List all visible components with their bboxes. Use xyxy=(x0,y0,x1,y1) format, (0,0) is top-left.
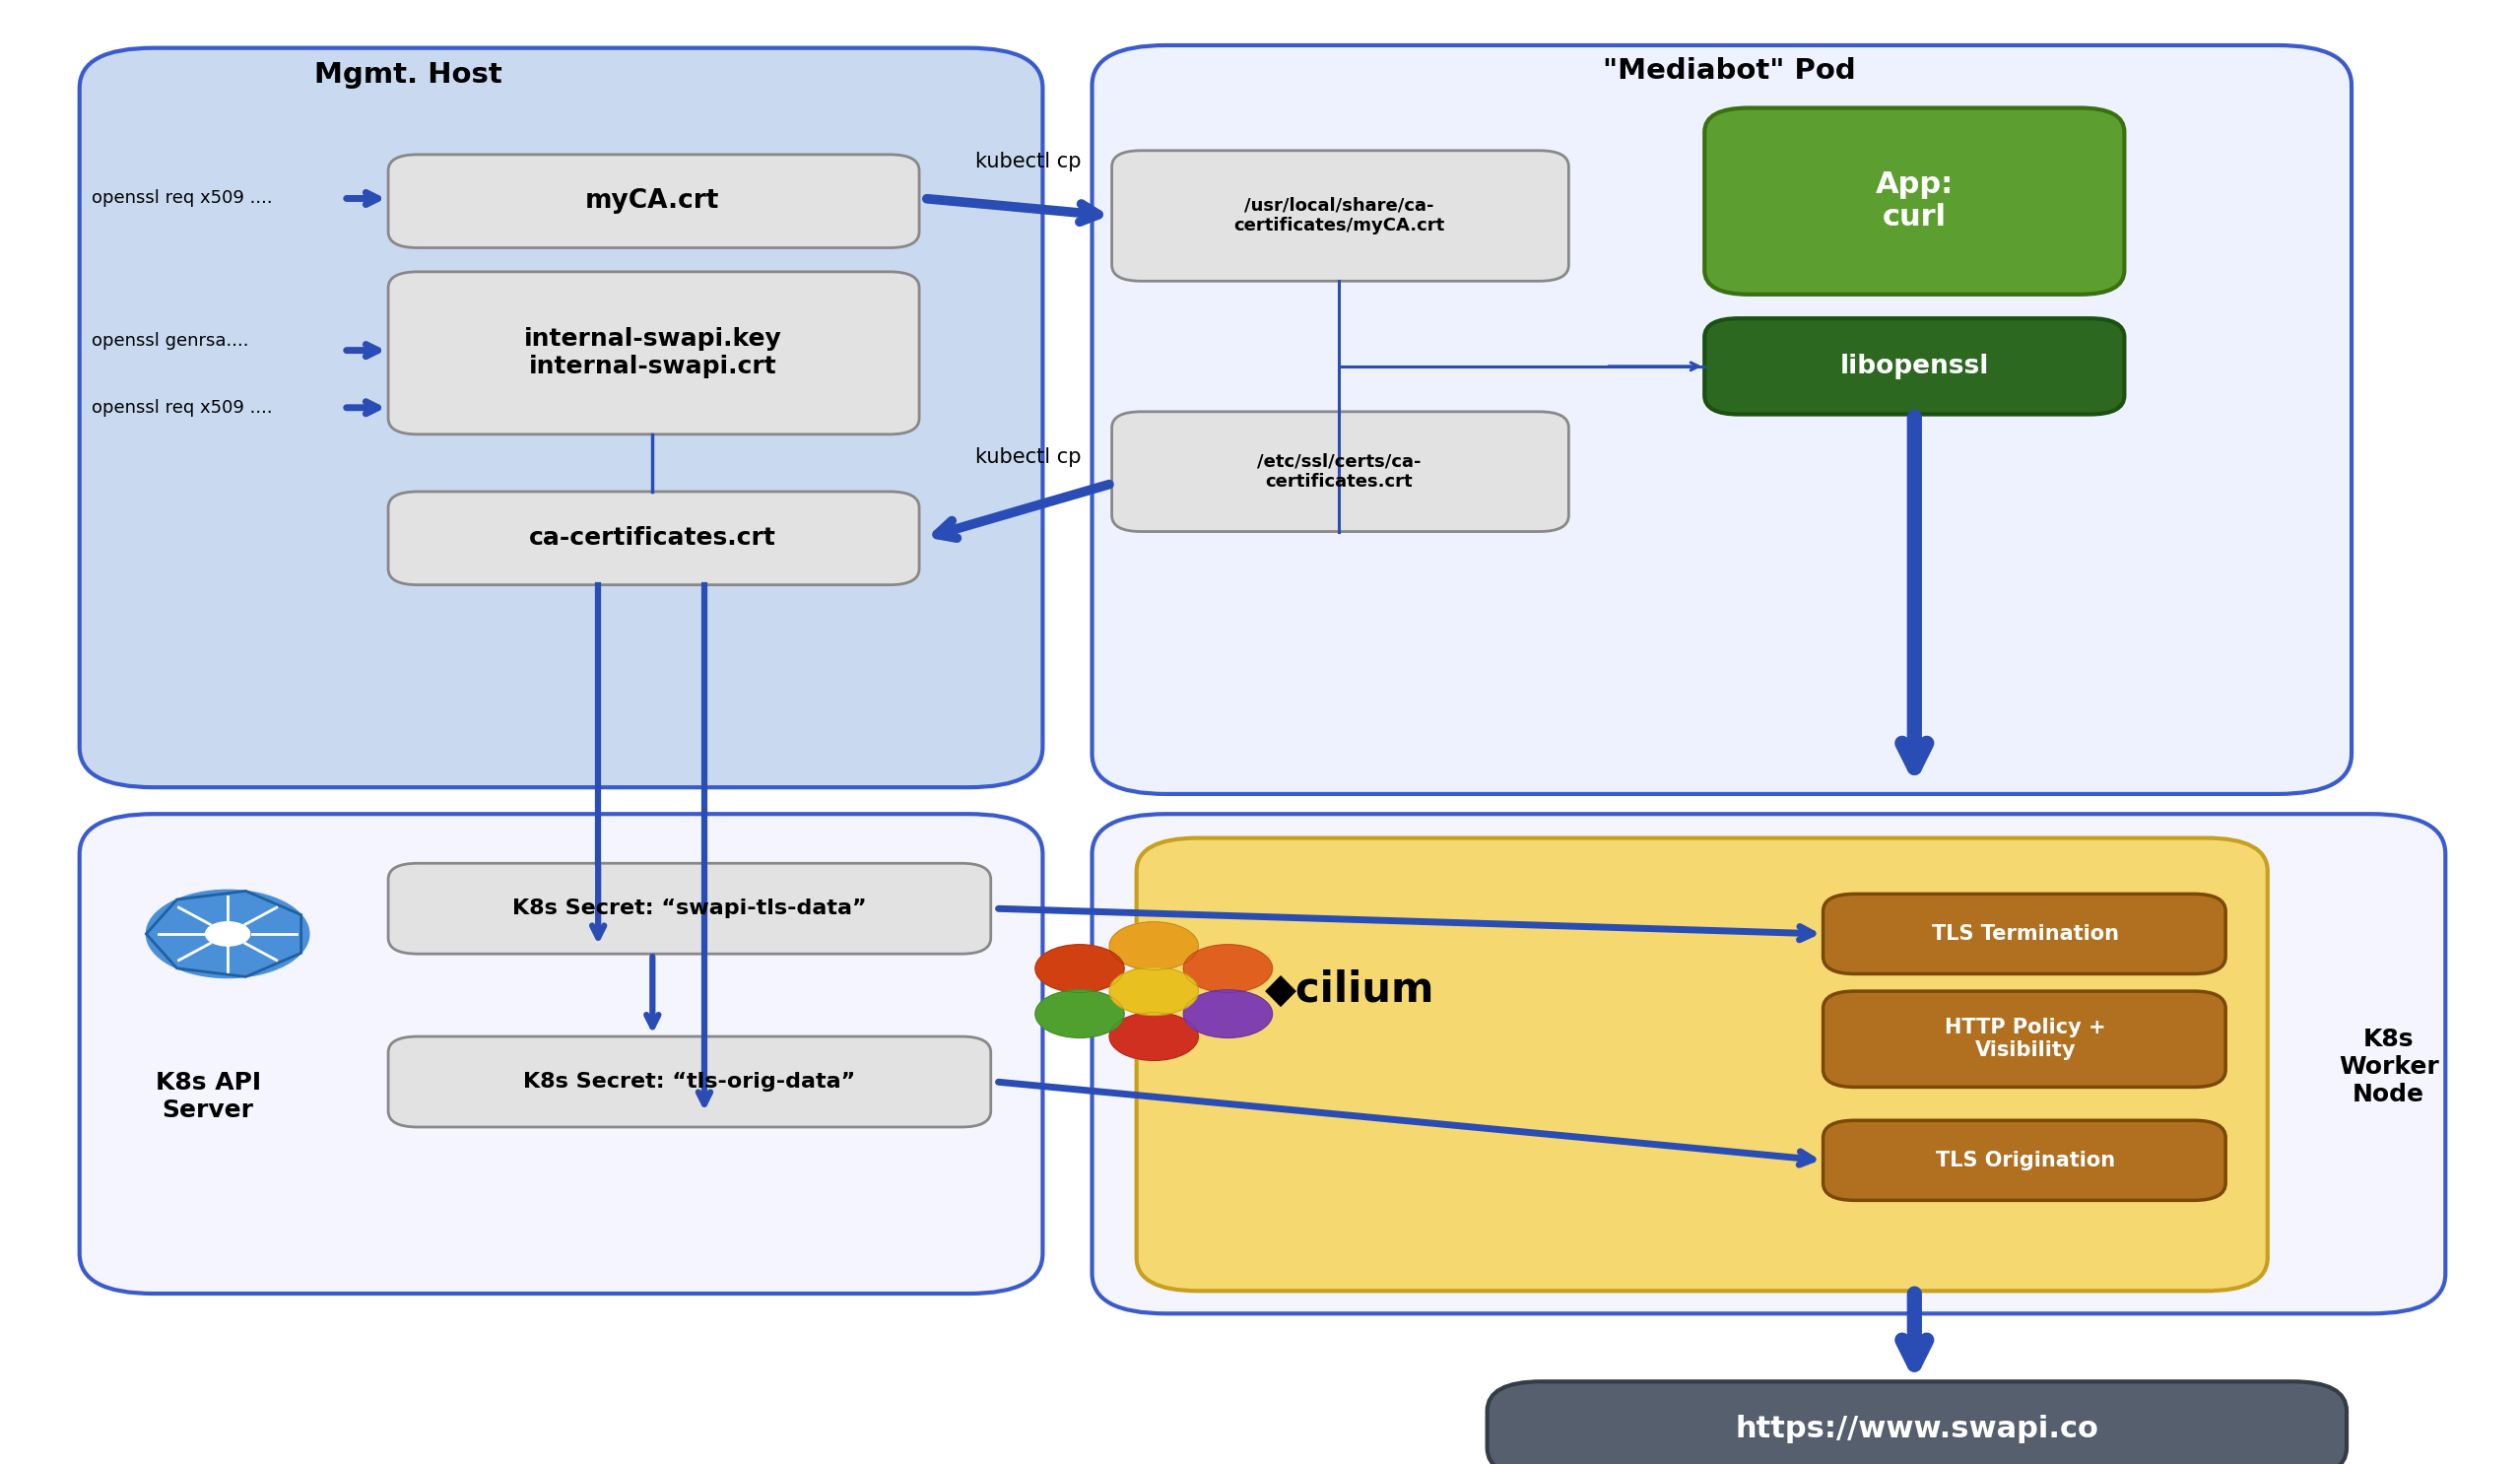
Circle shape xyxy=(1109,1013,1200,1060)
FancyBboxPatch shape xyxy=(1822,991,2225,1088)
Text: App:
curl: App: curl xyxy=(1875,170,1953,231)
Text: TLS Termination: TLS Termination xyxy=(1933,924,2119,944)
Text: Mgmt. Host: Mgmt. Host xyxy=(315,61,501,88)
FancyBboxPatch shape xyxy=(388,1037,990,1127)
Text: ca-certificates.crt: ca-certificates.crt xyxy=(529,527,776,550)
FancyBboxPatch shape xyxy=(388,155,920,247)
FancyBboxPatch shape xyxy=(388,492,920,584)
Text: "Mediabot" Pod: "Mediabot" Pod xyxy=(1603,57,1855,85)
FancyBboxPatch shape xyxy=(1822,1120,2225,1200)
FancyBboxPatch shape xyxy=(388,272,920,435)
FancyBboxPatch shape xyxy=(1137,837,2268,1291)
FancyBboxPatch shape xyxy=(1704,108,2124,294)
Text: HTTP Policy +
Visibility: HTTP Policy + Visibility xyxy=(1945,1017,2107,1060)
Text: openssl req x509 ....: openssl req x509 .... xyxy=(91,190,272,208)
Circle shape xyxy=(1109,922,1200,969)
Text: openssl req x509 ....: openssl req x509 .... xyxy=(91,398,272,417)
Circle shape xyxy=(146,890,310,978)
FancyBboxPatch shape xyxy=(1822,895,2225,974)
Text: myCA.crt: myCA.crt xyxy=(585,189,721,214)
FancyBboxPatch shape xyxy=(1487,1382,2346,1464)
FancyBboxPatch shape xyxy=(1111,151,1567,281)
FancyBboxPatch shape xyxy=(1111,411,1567,531)
Text: /usr/local/share/ca-
certificates/myCA.crt: /usr/local/share/ca- certificates/myCA.c… xyxy=(1232,196,1444,234)
FancyBboxPatch shape xyxy=(1091,814,2444,1313)
FancyBboxPatch shape xyxy=(1704,318,2124,414)
Text: K8s
Worker
Node: K8s Worker Node xyxy=(2339,1028,2439,1107)
Text: K8s API
Server: K8s API Server xyxy=(156,1070,260,1121)
Circle shape xyxy=(207,922,249,946)
Text: K8s Secret: “tls-orig-data”: K8s Secret: “tls-orig-data” xyxy=(524,1072,857,1092)
Text: openssl genrsa....: openssl genrsa.... xyxy=(91,332,249,350)
Text: TLS Origination: TLS Origination xyxy=(1935,1151,2114,1170)
Text: internal-swapi.key
internal-swapi.crt: internal-swapi.key internal-swapi.crt xyxy=(524,328,781,379)
Circle shape xyxy=(1036,944,1124,993)
Circle shape xyxy=(1036,990,1124,1038)
Text: libopenssl: libopenssl xyxy=(1840,353,1988,379)
Text: kubectl cp: kubectl cp xyxy=(975,151,1081,171)
FancyBboxPatch shape xyxy=(388,864,990,955)
FancyBboxPatch shape xyxy=(81,814,1043,1294)
Text: kubectl cp: kubectl cp xyxy=(975,447,1081,467)
Text: ◆cilium: ◆cilium xyxy=(1265,969,1434,1010)
FancyBboxPatch shape xyxy=(1091,45,2351,793)
Text: /etc/ssl/certs/ca-
certificates.crt: /etc/ssl/certs/ca- certificates.crt xyxy=(1257,452,1421,490)
Circle shape xyxy=(1109,968,1200,1015)
Circle shape xyxy=(1184,990,1273,1038)
Text: https://www.swapi.co: https://www.swapi.co xyxy=(1736,1416,2099,1444)
FancyBboxPatch shape xyxy=(81,48,1043,788)
Circle shape xyxy=(1184,944,1273,993)
Text: K8s Secret: “swapi-tls-data”: K8s Secret: “swapi-tls-data” xyxy=(512,899,867,918)
